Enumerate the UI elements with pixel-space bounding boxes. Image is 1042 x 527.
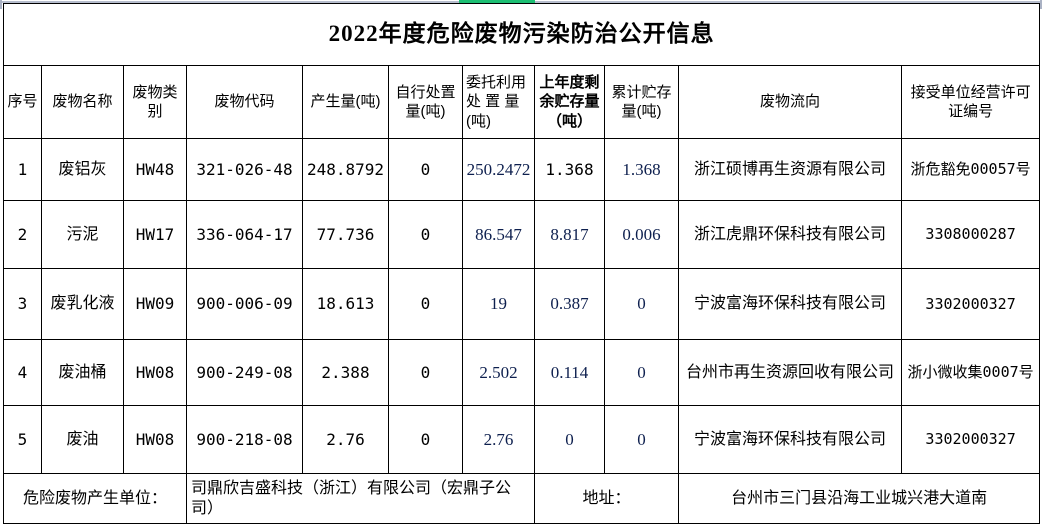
cell-self-disposal: 0 bbox=[388, 200, 463, 269]
cell-waste-category: HW17 bbox=[123, 200, 187, 269]
cell-waste-name: 废铝灰 bbox=[41, 138, 124, 201]
page-title: 2022年度危险废物污染防治公开信息 bbox=[2, 3, 1041, 66]
table-row: 3 废乳化液 HW09 900-006-09 18.613 0 19 0.387… bbox=[3, 268, 1041, 340]
table-row: 5 废油 HW08 900-218-08 2.76 0 2.76 0 0 宁波富… bbox=[3, 405, 1041, 474]
table-row: 2 污泥 HW17 336-064-17 77.736 0 86.547 8.8… bbox=[3, 200, 1041, 269]
cell-serial: 4 bbox=[3, 339, 42, 406]
cell-generated-amount: 77.736 bbox=[302, 200, 389, 269]
cell-permit-number: 浙危豁免00057号 bbox=[900, 138, 1041, 201]
col-header-serial: 序号 bbox=[3, 65, 42, 139]
cell-waste-name: 污泥 bbox=[41, 200, 124, 269]
cell-permit-number: 3302000327 bbox=[900, 268, 1041, 340]
cell-permit-number: 浙小微收集0007号 bbox=[900, 339, 1041, 406]
cell-waste-name: 废乳化液 bbox=[41, 268, 124, 340]
cell-waste-destination: 浙江硕博再生资源有限公司 bbox=[678, 138, 902, 201]
col-header-prev-year-storage: 上年度剩 余贮存量 （吨） bbox=[534, 65, 605, 139]
cell-entrusted-disposal: 2.502 bbox=[462, 339, 535, 406]
cell-waste-category: HW08 bbox=[123, 339, 187, 406]
cell-serial: 5 bbox=[3, 405, 42, 474]
title-row: 2022年度危险废物污染防治公开信息 bbox=[2, 3, 1041, 66]
cell-entrusted-disposal: 86.547 bbox=[462, 200, 535, 269]
cell-generated-amount: 2.388 bbox=[302, 339, 389, 406]
producer-value: 司鼎欣吉盛科技（浙江）有限公司（宏鼎子公司） bbox=[186, 473, 535, 524]
cell-waste-category: HW09 bbox=[123, 268, 187, 340]
table-row: 4 废油桶 HW08 900-249-08 2.388 0 2.502 0.11… bbox=[3, 339, 1041, 406]
cell-prev-year-storage: 0.387 bbox=[534, 268, 605, 340]
cell-waste-code: 900-218-08 bbox=[186, 405, 303, 474]
cell-generated-amount: 18.613 bbox=[302, 268, 389, 340]
cell-permit-number: 3302000327 bbox=[900, 405, 1041, 474]
cell-prev-year-storage: 0.114 bbox=[534, 339, 605, 406]
cell-waste-name: 废油 bbox=[41, 405, 124, 474]
cell-waste-destination: 宁波富海环保科技有限公司 bbox=[678, 268, 902, 340]
col-header-cumulative-storage: 累计贮存 量(吨) bbox=[604, 65, 679, 139]
cell-self-disposal: 0 bbox=[388, 268, 463, 340]
cell-cumulative-storage: 0 bbox=[604, 339, 679, 406]
producer-label: 危险废物产生单位： bbox=[3, 473, 187, 524]
cell-cumulative-storage: 0 bbox=[604, 405, 679, 474]
col-header-permit-number: 接受单位经营许可 证编号 bbox=[900, 65, 1041, 139]
cell-self-disposal: 0 bbox=[388, 339, 463, 406]
address-label: 地址： bbox=[534, 473, 679, 524]
cell-waste-category: HW48 bbox=[123, 138, 187, 201]
table-row: 1 废铝灰 HW48 321-026-48 248.8792 0 250.247… bbox=[3, 138, 1041, 201]
col-header-self-disposal: 自行处置 量(吨) bbox=[388, 65, 463, 139]
cell-entrusted-disposal: 19 bbox=[462, 268, 535, 340]
cell-serial: 3 bbox=[3, 268, 42, 340]
cell-waste-destination: 浙江虎鼎环保科技有限公司 bbox=[678, 200, 902, 269]
cell-waste-code: 321-026-48 bbox=[186, 138, 303, 201]
cell-generated-amount: 2.76 bbox=[302, 405, 389, 474]
col-header-waste-category: 废物类 别 bbox=[123, 65, 187, 139]
footer-row: 危险废物产生单位： 司鼎欣吉盛科技（浙江）有限公司（宏鼎子公司） 地址： 台州市… bbox=[3, 473, 1041, 524]
col-header-entrusted-disposal: 委托利用 处 置 量 (吨) bbox=[462, 65, 535, 139]
cell-cumulative-storage: 1.368 bbox=[604, 138, 679, 201]
cell-prev-year-storage: 8.817 bbox=[534, 200, 605, 269]
cell-prev-year-storage: 0 bbox=[534, 405, 605, 474]
top-left-tick bbox=[0, 0, 2, 9]
cell-waste-category: HW08 bbox=[123, 405, 187, 474]
col-header-waste-name: 废物名称 bbox=[41, 65, 124, 139]
cell-waste-code: 336-064-17 bbox=[186, 200, 303, 269]
hazardous-waste-table: 2022年度危险废物污染防治公开信息 序号 废物名称 废物类 别 废物代码 产生… bbox=[2, 3, 1041, 524]
cell-cumulative-storage: 0 bbox=[604, 268, 679, 340]
cell-entrusted-disposal: 2.76 bbox=[462, 405, 535, 474]
cell-self-disposal: 0 bbox=[388, 138, 463, 201]
cell-serial: 2 bbox=[3, 200, 42, 269]
cell-waste-name: 废油桶 bbox=[41, 339, 124, 406]
cell-generated-amount: 248.8792 bbox=[302, 138, 389, 201]
top-right-tick bbox=[1040, 0, 1042, 9]
cell-waste-destination: 台州市再生资源回收有限公司 bbox=[678, 339, 902, 406]
col-header-generated-amount: 产生量(吨) bbox=[302, 65, 389, 139]
header-row: 序号 废物名称 废物类 别 废物代码 产生量(吨) 自行处置 量(吨) 委托利用… bbox=[3, 65, 1041, 139]
cell-entrusted-disposal: 250.2472 bbox=[462, 138, 535, 201]
green-progress-segment bbox=[459, 0, 535, 4]
cell-prev-year-storage: 1.368 bbox=[534, 138, 605, 201]
cell-waste-destination: 宁波富海环保科技有限公司 bbox=[678, 405, 902, 474]
cell-self-disposal: 0 bbox=[388, 405, 463, 474]
cell-serial: 1 bbox=[3, 138, 42, 201]
col-header-waste-destination: 废物流向 bbox=[678, 65, 902, 139]
cell-waste-code: 900-006-09 bbox=[186, 268, 303, 340]
cell-waste-code: 900-249-08 bbox=[186, 339, 303, 406]
cell-cumulative-storage: 0.006 bbox=[604, 200, 679, 269]
col-header-waste-code: 废物代码 bbox=[186, 65, 303, 139]
address-value: 台州市三门县沿海工业城兴港大道南 bbox=[677, 473, 1041, 524]
cell-permit-number: 3308000287 bbox=[900, 200, 1041, 269]
